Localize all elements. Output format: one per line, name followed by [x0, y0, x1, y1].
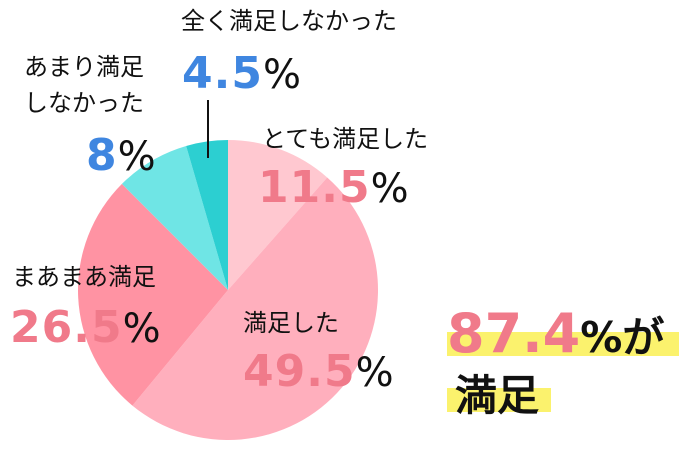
label-not-very-satisfied-line1: あまり満足	[24, 53, 144, 81]
slice-not-very-satisfied	[121, 145, 228, 290]
value-not-at-all-satisfied-number: 4.5	[182, 48, 263, 99]
value-satisfied: 49.5%	[243, 348, 395, 397]
value-very-satisfied-number: 11.5	[258, 162, 371, 213]
label-not-at-all-satisfied: 全く満足しなかった	[181, 7, 397, 35]
value-not-at-all-satisfied: 4.5%	[182, 50, 302, 99]
highlight-bar-1	[447, 332, 679, 356]
slice-somewhat-satisfied	[78, 183, 228, 406]
value-somewhat-satisfied-number: 26.5	[10, 302, 123, 353]
label-satisfied: 満足した	[243, 309, 339, 337]
percent-sign: %	[370, 166, 410, 212]
percent-sign: %	[355, 350, 395, 396]
summary-value: 87.4	[447, 302, 581, 365]
label-somewhat-satisfied: まあまあ満足	[12, 263, 156, 291]
summary-line-1: 87.4%が	[447, 302, 664, 365]
label-very-satisfied: とても満足した	[262, 125, 429, 153]
slice-satisfied	[132, 177, 379, 441]
percent-sign: %	[117, 134, 157, 180]
summary-suffix: %が	[580, 313, 665, 362]
slice-not-at-all-satisfied	[186, 140, 228, 290]
slice-very-satisfied	[228, 140, 328, 290]
value-not-very-satisfied: 8%	[86, 132, 157, 181]
label-not-very-satisfied-line2: しなかった	[24, 89, 144, 117]
pie-slices	[78, 140, 379, 441]
percent-sign: %	[262, 52, 302, 98]
value-satisfied-number: 49.5	[243, 346, 356, 397]
summary-line-2: 満足	[455, 371, 540, 420]
value-very-satisfied: 11.5%	[258, 164, 410, 213]
value-not-very-satisfied-number: 8	[86, 130, 118, 181]
value-somewhat-satisfied: 26.5%	[10, 304, 162, 353]
percent-sign: %	[122, 306, 162, 352]
highlight-bar-2	[447, 388, 551, 412]
